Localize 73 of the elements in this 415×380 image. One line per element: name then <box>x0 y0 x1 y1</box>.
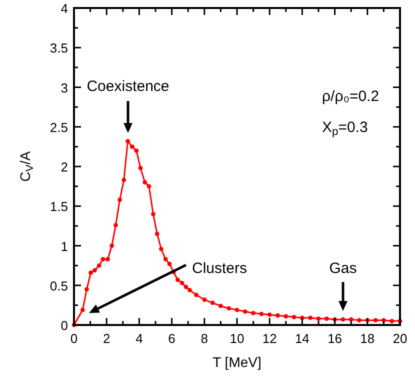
y-tick-label: 3 <box>60 80 68 96</box>
x-tick-label: 16 <box>328 331 342 346</box>
x-tick-label: 4 <box>136 331 143 346</box>
point <box>357 318 362 322</box>
point <box>80 308 85 312</box>
point <box>151 212 156 216</box>
y-tick-label: 1.5 <box>50 199 68 214</box>
annotation: Gas <box>329 260 357 277</box>
point <box>234 308 240 312</box>
point <box>134 148 139 153</box>
x-tick-label: 10 <box>230 331 244 346</box>
point <box>340 317 346 322</box>
y-tick-label: 1 <box>60 238 68 254</box>
y-tick-label: 2 <box>60 160 68 174</box>
point <box>210 300 215 306</box>
point <box>259 312 264 316</box>
point <box>316 316 321 321</box>
point <box>88 270 93 275</box>
point <box>138 166 143 170</box>
x-tick-label: 8 <box>200 331 208 346</box>
x-tick-label: 20 <box>392 331 408 346</box>
x-axis-title: T [MeV] <box>212 354 262 370</box>
x-tick-label: 2 <box>102 331 110 346</box>
point <box>242 309 248 314</box>
point <box>184 284 188 290</box>
y-tick-label: 2.5 <box>50 120 68 135</box>
point <box>118 198 122 202</box>
point <box>84 287 89 292</box>
point <box>390 318 394 324</box>
point <box>175 278 180 282</box>
point <box>114 222 118 228</box>
point <box>142 180 148 185</box>
point <box>226 306 232 311</box>
point <box>194 292 198 298</box>
point <box>218 304 223 308</box>
x-tick-label: 6 <box>168 331 176 346</box>
point <box>292 314 296 320</box>
point <box>251 310 256 316</box>
point <box>373 318 378 322</box>
point <box>267 312 272 317</box>
point <box>126 138 130 144</box>
y-tick-label: 4 <box>60 1 68 16</box>
y-tick-label: 0 <box>60 318 68 333</box>
point <box>180 280 184 286</box>
point <box>92 268 97 273</box>
annotation: X$_{p}$=0.3 <box>322 119 368 138</box>
x-tick-label: 14 <box>294 331 310 346</box>
point <box>154 232 160 236</box>
point <box>167 262 172 266</box>
point <box>308 316 313 320</box>
y-tick-label: 0.5 <box>50 278 68 294</box>
point <box>348 317 354 322</box>
point <box>188 288 192 292</box>
annotation: Coexistence <box>86 78 170 95</box>
point <box>276 313 280 318</box>
point <box>159 246 164 252</box>
point <box>100 257 106 262</box>
point <box>202 297 207 302</box>
annotation: Clusters <box>192 260 248 277</box>
point <box>163 257 168 262</box>
x-tick-label: 0 <box>70 331 78 346</box>
x-tick-label: 12 <box>262 331 277 346</box>
point <box>110 244 114 248</box>
point <box>130 144 134 149</box>
point <box>324 316 329 321</box>
point <box>146 184 152 189</box>
point <box>122 178 126 182</box>
point <box>106 257 110 262</box>
y-tick-label: 3.5 <box>50 40 68 56</box>
x-tick-label: 18 <box>360 331 375 346</box>
point <box>284 314 288 318</box>
annotation: ρ/ρ₀=0.2 <box>322 88 380 105</box>
point <box>96 263 102 268</box>
